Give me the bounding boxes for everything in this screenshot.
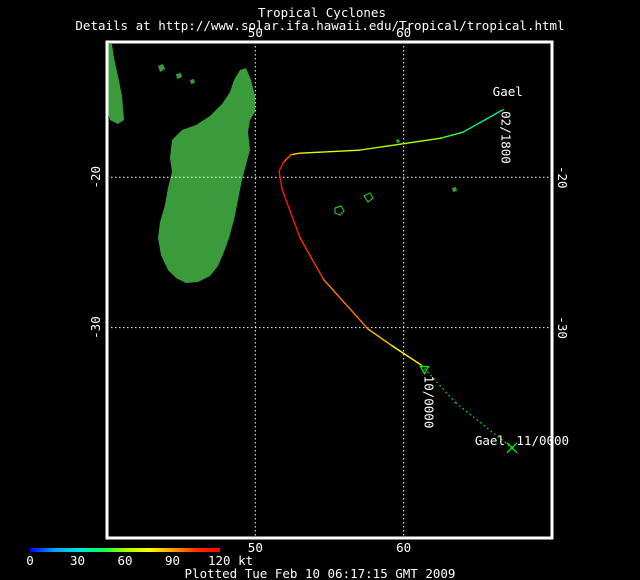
storm-position-triangle-marker [419, 366, 430, 375]
track-segment [440, 131, 464, 139]
storm-position-x-marker [506, 442, 518, 454]
lat-tick-right: -20 [555, 166, 570, 189]
mauritius-island [363, 192, 374, 203]
africa-coast-land [107, 44, 124, 124]
wind-speed-legend: 0 30 60 90 120 kt [26, 548, 253, 568]
lat-tick-left: -30 [88, 316, 103, 339]
storm-track [278, 108, 504, 366]
reunion-island [334, 205, 345, 216]
lon-tick-labels-top: 50 60 [248, 25, 411, 40]
mayotte-island [190, 79, 195, 84]
map-gridlines [107, 42, 552, 538]
track-segment [281, 188, 301, 239]
storm-label: Gael [493, 84, 523, 99]
lat-tick-labels-left: -20 -30 [88, 166, 103, 339]
map-title: Tropical Cyclones [258, 5, 386, 20]
storm-label: 02/1800 [499, 111, 514, 164]
map-subtitle: Details at http://www.solar.ifa.hawaii.e… [75, 18, 564, 33]
track-segment [282, 154, 292, 163]
wind-speed-tick: 120 kt [208, 553, 253, 568]
wind-speed-tick: 90 [165, 553, 180, 568]
lon-tick-bottom: 60 [396, 540, 411, 555]
map-frame [105, 40, 554, 540]
lon-tick-top: 50 [248, 25, 263, 40]
track-segment [299, 149, 360, 154]
forecast-segment [455, 402, 513, 449]
track-segment [322, 278, 369, 330]
wind-speed-tick: 30 [70, 553, 85, 568]
storm-forecast-track [420, 364, 513, 449]
lat-tick-labels-right: -20 -30 [555, 166, 570, 339]
storm-label: 10/0000 [421, 376, 436, 429]
track-segment [391, 344, 423, 366]
comoros-island [158, 64, 165, 72]
lat-tick-right: -30 [555, 316, 570, 339]
wind-speed-colorbar [30, 548, 220, 552]
wind-speed-tick: 0 [26, 553, 34, 568]
comoros-island-2 [176, 73, 182, 79]
lon-tick-top: 60 [396, 25, 411, 40]
track-segment [278, 161, 285, 172]
land-masses [107, 44, 457, 283]
storm-label: Gael [475, 433, 505, 448]
plotted-timestamp: Plotted Tue Feb 10 06:17:15 GMT 2009 [185, 566, 456, 580]
track-segment [290, 152, 301, 156]
track-segment [278, 170, 283, 190]
track-segment [462, 108, 504, 133]
wind-speed-tick: 60 [117, 553, 132, 568]
storm-label: 11/0000 [516, 433, 569, 448]
storm-labels: Gael 02/1800 10/0000 Gael 11/0000 [421, 84, 569, 448]
lat-tick-left: -20 [88, 166, 103, 189]
track-segment [358, 137, 442, 151]
rodrigues-island [452, 187, 457, 192]
wind-speed-tick-labels: 0 30 60 90 120 kt [26, 553, 253, 568]
track-segment [367, 328, 393, 347]
tromelin-island [396, 139, 400, 143]
lon-tick-bottom: 50 [248, 540, 263, 555]
track-segment [299, 236, 325, 281]
madagascar-land [158, 68, 255, 283]
lon-tick-labels-bottom: 50 60 [248, 540, 411, 555]
storm-markers [419, 366, 518, 454]
